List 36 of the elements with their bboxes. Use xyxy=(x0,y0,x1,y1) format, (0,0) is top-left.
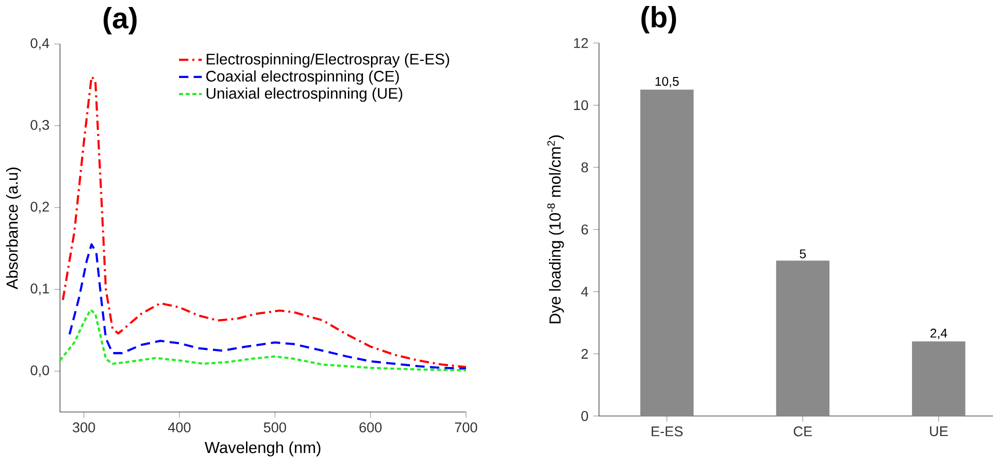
y-tick-label: 0 xyxy=(581,411,588,421)
chart-title: (b) xyxy=(641,6,676,34)
x-tick-label: 400 xyxy=(168,422,191,432)
line-series xyxy=(68,243,466,370)
x-tick-label: 700 xyxy=(455,422,478,432)
y-tick-label: 0,4 xyxy=(30,38,50,50)
y-tick-label: 6 xyxy=(582,224,588,234)
y-axis-title: Dye loading (10$^{-8}$ mol/cm$^{2}$) xyxy=(547,135,564,324)
bar xyxy=(640,90,694,416)
y-tick-label: 4 xyxy=(581,286,588,296)
data-label: 10,5 xyxy=(656,76,679,88)
x-tick-label: 500 xyxy=(264,422,286,432)
x-tick-label: CE xyxy=(794,426,812,436)
x-tick-label: 300 xyxy=(72,422,96,432)
y-axis-title: Absorbance (a.u) xyxy=(6,168,21,290)
bar xyxy=(912,341,966,416)
y-tick-label: 0,2 xyxy=(30,202,49,214)
y-tick-label: 8 xyxy=(581,162,588,172)
y-tick-label: 10 xyxy=(574,100,588,110)
x-axis-title: Wavelengh (nm) xyxy=(204,441,320,456)
y-tick-label: 2 xyxy=(582,348,588,359)
y-tick-label: 0,3 xyxy=(30,120,49,132)
x-tick-label: UE xyxy=(930,426,948,436)
legend-label: Coaxial electrospinning (CE) xyxy=(206,70,399,85)
chart-title: (a) xyxy=(104,7,137,34)
legend-label: Uniaxial electrospinning (UE) xyxy=(206,88,402,102)
data-label: 5 xyxy=(800,249,806,258)
x-tick-label: E-ES xyxy=(652,426,683,436)
y-tick-label: 0,0 xyxy=(30,365,50,377)
bar xyxy=(776,260,830,416)
line-series xyxy=(60,308,466,372)
legend-label: Electrospinning/Electrospray (E-ES) xyxy=(206,53,450,68)
y-tick-label: 0,1 xyxy=(30,284,49,296)
data-label: 2,4 xyxy=(930,328,948,340)
y-tick-label: 12 xyxy=(574,38,588,48)
x-tick-label: 600 xyxy=(360,422,382,432)
